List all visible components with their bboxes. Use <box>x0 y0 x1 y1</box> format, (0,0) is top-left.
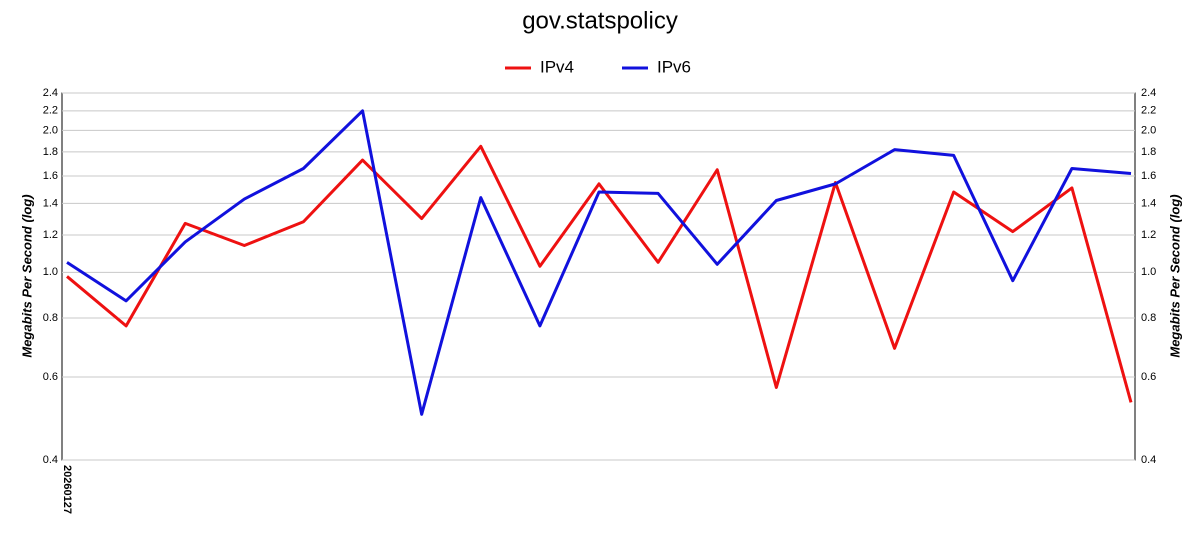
y2-tick-label: 0.6 <box>1141 371 1156 383</box>
series-line <box>66 144 1133 403</box>
y-tick-label: 0.4 <box>43 454 58 466</box>
y2-tick-label: 2.2 <box>1141 105 1156 117</box>
y2-tick-label: 1.2 <box>1141 229 1156 241</box>
y2-tick-label: 1.4 <box>1141 197 1156 209</box>
y2-tick-label: 1.8 <box>1141 146 1156 158</box>
y-tick-label: 1.8 <box>43 146 58 158</box>
y-tick-label: 2.2 <box>43 105 58 117</box>
y-axis-label: Megabits Per Second (log) <box>19 194 34 357</box>
y-tick-label: 0.8 <box>43 312 58 324</box>
y-tick-label: 2.4 <box>43 87 58 99</box>
plot-frame <box>61 92 1136 461</box>
y2-tick-label: 2.4 <box>1141 87 1156 99</box>
y2-tick-label: 0.4 <box>1141 454 1156 466</box>
y-tick-label: 1.6 <box>43 170 58 182</box>
y-tick-label: 0.6 <box>43 371 58 383</box>
y-tick-label: 2.0 <box>43 124 58 136</box>
x-tick-label: 20260127 <box>61 465 73 514</box>
y2-tick-label: 0.8 <box>1141 312 1156 324</box>
y2-tick-label: 1.0 <box>1141 266 1156 278</box>
y2-tick-label: 1.6 <box>1141 170 1156 182</box>
y-tick-label: 1.2 <box>43 229 58 241</box>
legend-label: IPv6 <box>657 57 691 76</box>
y-tick-label: 1.4 <box>43 197 58 209</box>
y2-tick-label: 2.0 <box>1141 124 1156 136</box>
series-line <box>66 109 1132 416</box>
y2-axis-label: Megabits Per Second (log) <box>1167 194 1182 357</box>
legend-label: IPv4 <box>540 57 574 76</box>
y-tick-label: 1.0 <box>43 266 58 278</box>
chart-title: gov.statspolicy <box>522 7 678 34</box>
